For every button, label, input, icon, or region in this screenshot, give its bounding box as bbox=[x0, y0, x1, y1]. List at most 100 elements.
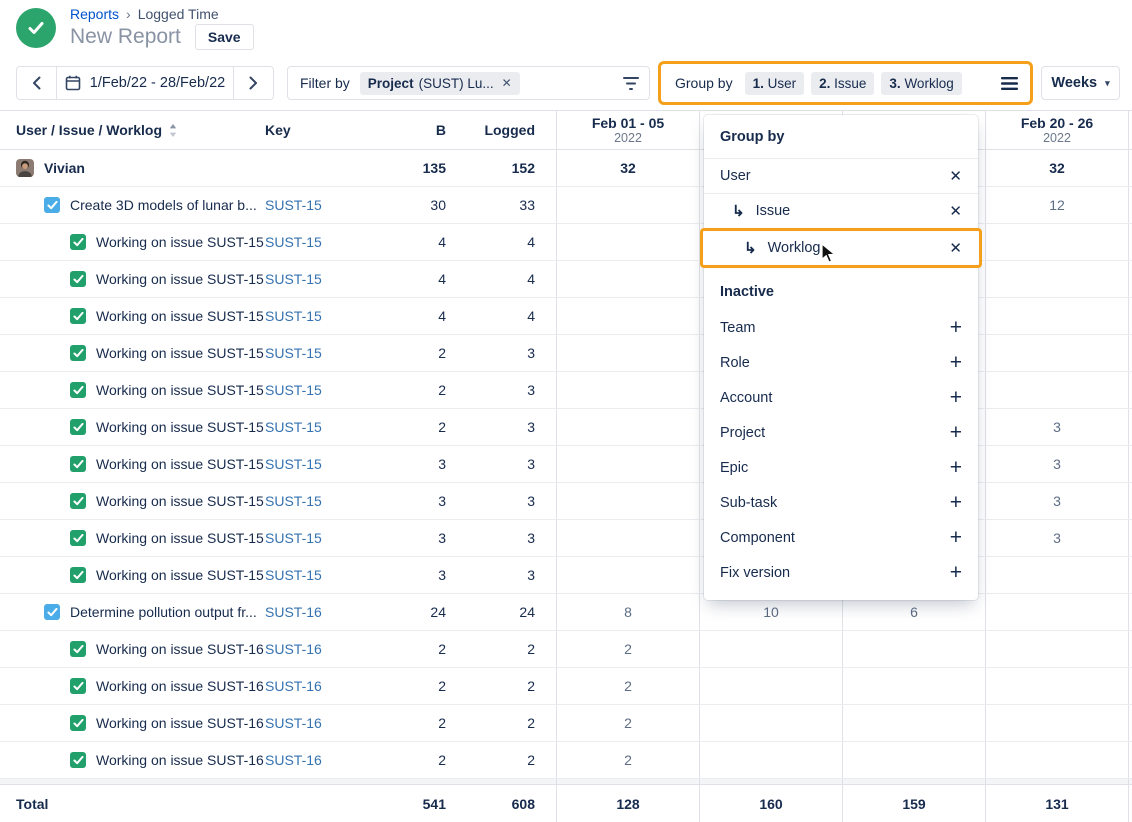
add-group-icon[interactable]: + bbox=[949, 526, 962, 549]
group-by-label: Group by bbox=[675, 75, 733, 91]
inactive-group-label: Epic bbox=[720, 459, 749, 476]
issue-key-link[interactable]: SUST-15 bbox=[265, 493, 322, 509]
date-range-label: 1/Feb/22 - 28/Feb/22 bbox=[89, 75, 226, 91]
group-by-active-user[interactable]: User ✕ bbox=[704, 159, 978, 194]
total-week-cell: 128 bbox=[556, 785, 699, 822]
week-cell: 32 bbox=[985, 150, 1128, 186]
remove-filter-icon[interactable]: ✕ bbox=[501, 76, 512, 90]
remove-group-icon[interactable]: ✕ bbox=[949, 240, 962, 257]
week-cell bbox=[985, 224, 1128, 260]
row-name: Working on issue SUST-15 bbox=[96, 345, 264, 361]
table-row-worklog[interactable]: Working on issue SUST-16 SUST-16 2 2 2 bbox=[0, 631, 1132, 668]
group-by-inactive-epic[interactable]: Epic + bbox=[704, 450, 978, 485]
row-b-value: 4 bbox=[438, 271, 446, 287]
breadcrumb-reports-link[interactable]: Reports bbox=[70, 6, 120, 22]
group-by-active-worklog[interactable]: ↳ Worklog ✕ bbox=[700, 228, 982, 268]
row-logged-value: 24 bbox=[519, 604, 535, 620]
group-by-inactive-project[interactable]: Project + bbox=[704, 415, 978, 450]
group-by-inactive-account[interactable]: Account + bbox=[704, 380, 978, 415]
group-chip-user[interactable]: 1. User bbox=[744, 71, 805, 95]
add-group-icon[interactable]: + bbox=[949, 421, 962, 444]
row-name: Working on issue SUST-15 bbox=[96, 493, 264, 509]
next-period-button[interactable] bbox=[234, 67, 273, 99]
add-group-icon[interactable]: + bbox=[949, 351, 962, 374]
breadcrumb-current: Logged Time bbox=[137, 6, 219, 22]
issue-key-link[interactable]: SUST-15 bbox=[265, 530, 322, 546]
column-header-name[interactable]: User / Issue / Worklog bbox=[0, 122, 265, 138]
issue-key-link[interactable]: SUST-15 bbox=[265, 271, 322, 287]
table-row-worklog[interactable]: Working on issue SUST-16 SUST-16 2 2 2 bbox=[0, 668, 1132, 705]
add-group-icon[interactable]: + bbox=[949, 491, 962, 514]
issue-key-link[interactable]: SUST-15 bbox=[265, 234, 322, 250]
prev-period-button[interactable] bbox=[17, 67, 56, 99]
issue-key-link[interactable]: SUST-15 bbox=[265, 456, 322, 472]
table-body: Vivian 135 152 32 32 Create 3D models of luna… bbox=[0, 150, 1132, 779]
breadcrumb-separator: › bbox=[126, 6, 131, 22]
row-logged-value: 3 bbox=[527, 493, 535, 509]
group-level-label: Worklog bbox=[767, 240, 821, 256]
week-cell bbox=[699, 409, 842, 445]
issue-key-link[interactable]: SUST-15 bbox=[265, 419, 322, 435]
group-by-dropdown: Group by User ✕ ↳ Issue ✕ ↳ Worklog ✕ Inactive … bbox=[700, 115, 982, 600]
issue-key-link[interactable]: SUST-15 bbox=[265, 345, 322, 361]
issue-key-link[interactable]: SUST-16 bbox=[265, 604, 322, 620]
date-navigation: 1/Feb/22 - 28/Feb/22 bbox=[16, 66, 274, 100]
group-by-active-issue[interactable]: ↳ Issue ✕ bbox=[704, 194, 978, 229]
row-name: Working on issue SUST-15 bbox=[96, 456, 264, 472]
week-cell bbox=[985, 261, 1128, 297]
group-chip-issue[interactable]: 2. Issue bbox=[811, 71, 875, 95]
table-row-worklog[interactable]: Working on issue SUST-16 SUST-16 2 2 2 bbox=[0, 742, 1132, 779]
save-button[interactable]: Save bbox=[194, 24, 254, 50]
worklog-check-icon bbox=[70, 345, 86, 361]
worklog-check-icon bbox=[70, 308, 86, 324]
row-logged-value: 3 bbox=[527, 419, 535, 435]
issue-key-link[interactable]: SUST-15 bbox=[265, 567, 322, 583]
week-cell bbox=[556, 187, 699, 223]
group-by-inactive-team[interactable]: Team + bbox=[704, 310, 978, 345]
week-cell bbox=[699, 520, 842, 556]
add-group-icon[interactable]: + bbox=[949, 561, 962, 584]
group-by-inactive-fix-version[interactable]: Fix version + bbox=[704, 555, 978, 590]
page-header: Reports › Logged Time New Report Save bbox=[16, 6, 254, 50]
issue-key-link[interactable]: SUST-15 bbox=[265, 308, 322, 324]
week-cell bbox=[699, 298, 842, 334]
filter-funnel-icon[interactable] bbox=[623, 76, 639, 91]
remove-group-icon[interactable]: ✕ bbox=[949, 168, 962, 185]
issue-key-link[interactable]: SUST-15 bbox=[265, 197, 322, 213]
week-cell bbox=[985, 372, 1128, 408]
add-group-icon[interactable]: + bbox=[949, 386, 962, 409]
total-week-cell: 160 bbox=[699, 785, 842, 822]
week-cell bbox=[556, 446, 699, 482]
date-range-button[interactable]: 1/Feb/22 - 28/Feb/22 bbox=[56, 67, 234, 99]
worklog-check-icon bbox=[70, 752, 86, 768]
add-group-icon[interactable]: + bbox=[949, 316, 962, 339]
week-cell bbox=[985, 631, 1128, 667]
report-status-icon bbox=[16, 8, 56, 48]
row-b-value: 2 bbox=[438, 419, 446, 435]
issue-key-link[interactable]: SUST-16 bbox=[265, 715, 322, 731]
week-cell bbox=[699, 631, 842, 667]
row-name: Working on issue SUST-15 bbox=[96, 530, 264, 546]
week-cell bbox=[699, 742, 842, 778]
period-select-button[interactable]: Weeks ▾ bbox=[1041, 66, 1120, 100]
check-icon bbox=[28, 22, 44, 34]
filter-section: Filter by Project (SUST) Lu... ✕ bbox=[287, 66, 650, 100]
table-row-worklog[interactable]: Working on issue SUST-16 SUST-16 2 2 2 bbox=[0, 705, 1132, 742]
issue-key-link[interactable]: SUST-16 bbox=[265, 678, 322, 694]
issue-key-link[interactable]: SUST-16 bbox=[265, 752, 322, 768]
issue-key-link[interactable]: SUST-16 bbox=[265, 641, 322, 657]
group-by-inactive-component[interactable]: Component + bbox=[704, 520, 978, 555]
filter-chip-project[interactable]: Project (SUST) Lu... ✕ bbox=[359, 71, 520, 95]
group-by-inactive-role[interactable]: Role + bbox=[704, 345, 978, 380]
add-group-icon[interactable]: + bbox=[949, 456, 962, 479]
inactive-group-label: Project bbox=[720, 424, 766, 441]
week-cell bbox=[985, 557, 1128, 593]
reorder-groups-icon[interactable] bbox=[1001, 76, 1018, 91]
page-title: New Report bbox=[70, 25, 181, 48]
group-by-inactive-sub-task[interactable]: Sub-task + bbox=[704, 485, 978, 520]
table-row-issue[interactable]: Determine pollution output fr... SUST-16 2… bbox=[0, 594, 1132, 631]
issue-key-link[interactable]: SUST-15 bbox=[265, 382, 322, 398]
group-chip-worklog[interactable]: 3. Worklog bbox=[881, 71, 962, 95]
remove-group-icon[interactable]: ✕ bbox=[949, 203, 962, 220]
row-logged-value: 3 bbox=[527, 530, 535, 546]
